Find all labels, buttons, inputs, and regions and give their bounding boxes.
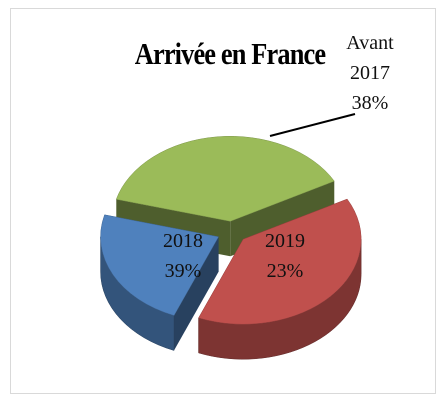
category-label: Avant 2017 (346, 32, 394, 84)
pie-slice (198, 198, 362, 360)
leader-line (269, 113, 356, 137)
value-label: 38% (351, 92, 389, 114)
value-label: 23% (266, 260, 304, 282)
chart-title: Arrivée en France (134, 36, 326, 71)
category-label: 2019 (265, 230, 305, 252)
value-label: 39% (164, 260, 202, 282)
slice-top (198, 198, 362, 325)
category-label: 2018 (163, 230, 203, 252)
slice-top (115, 136, 335, 222)
slice-label: 2018 39% (148, 226, 218, 286)
slice-top (100, 214, 219, 316)
slice-label: 2019 23% (250, 226, 320, 286)
pie-slice (100, 214, 219, 351)
chart-frame (10, 8, 436, 394)
slice-label: Avant 2017 38% (340, 28, 400, 118)
